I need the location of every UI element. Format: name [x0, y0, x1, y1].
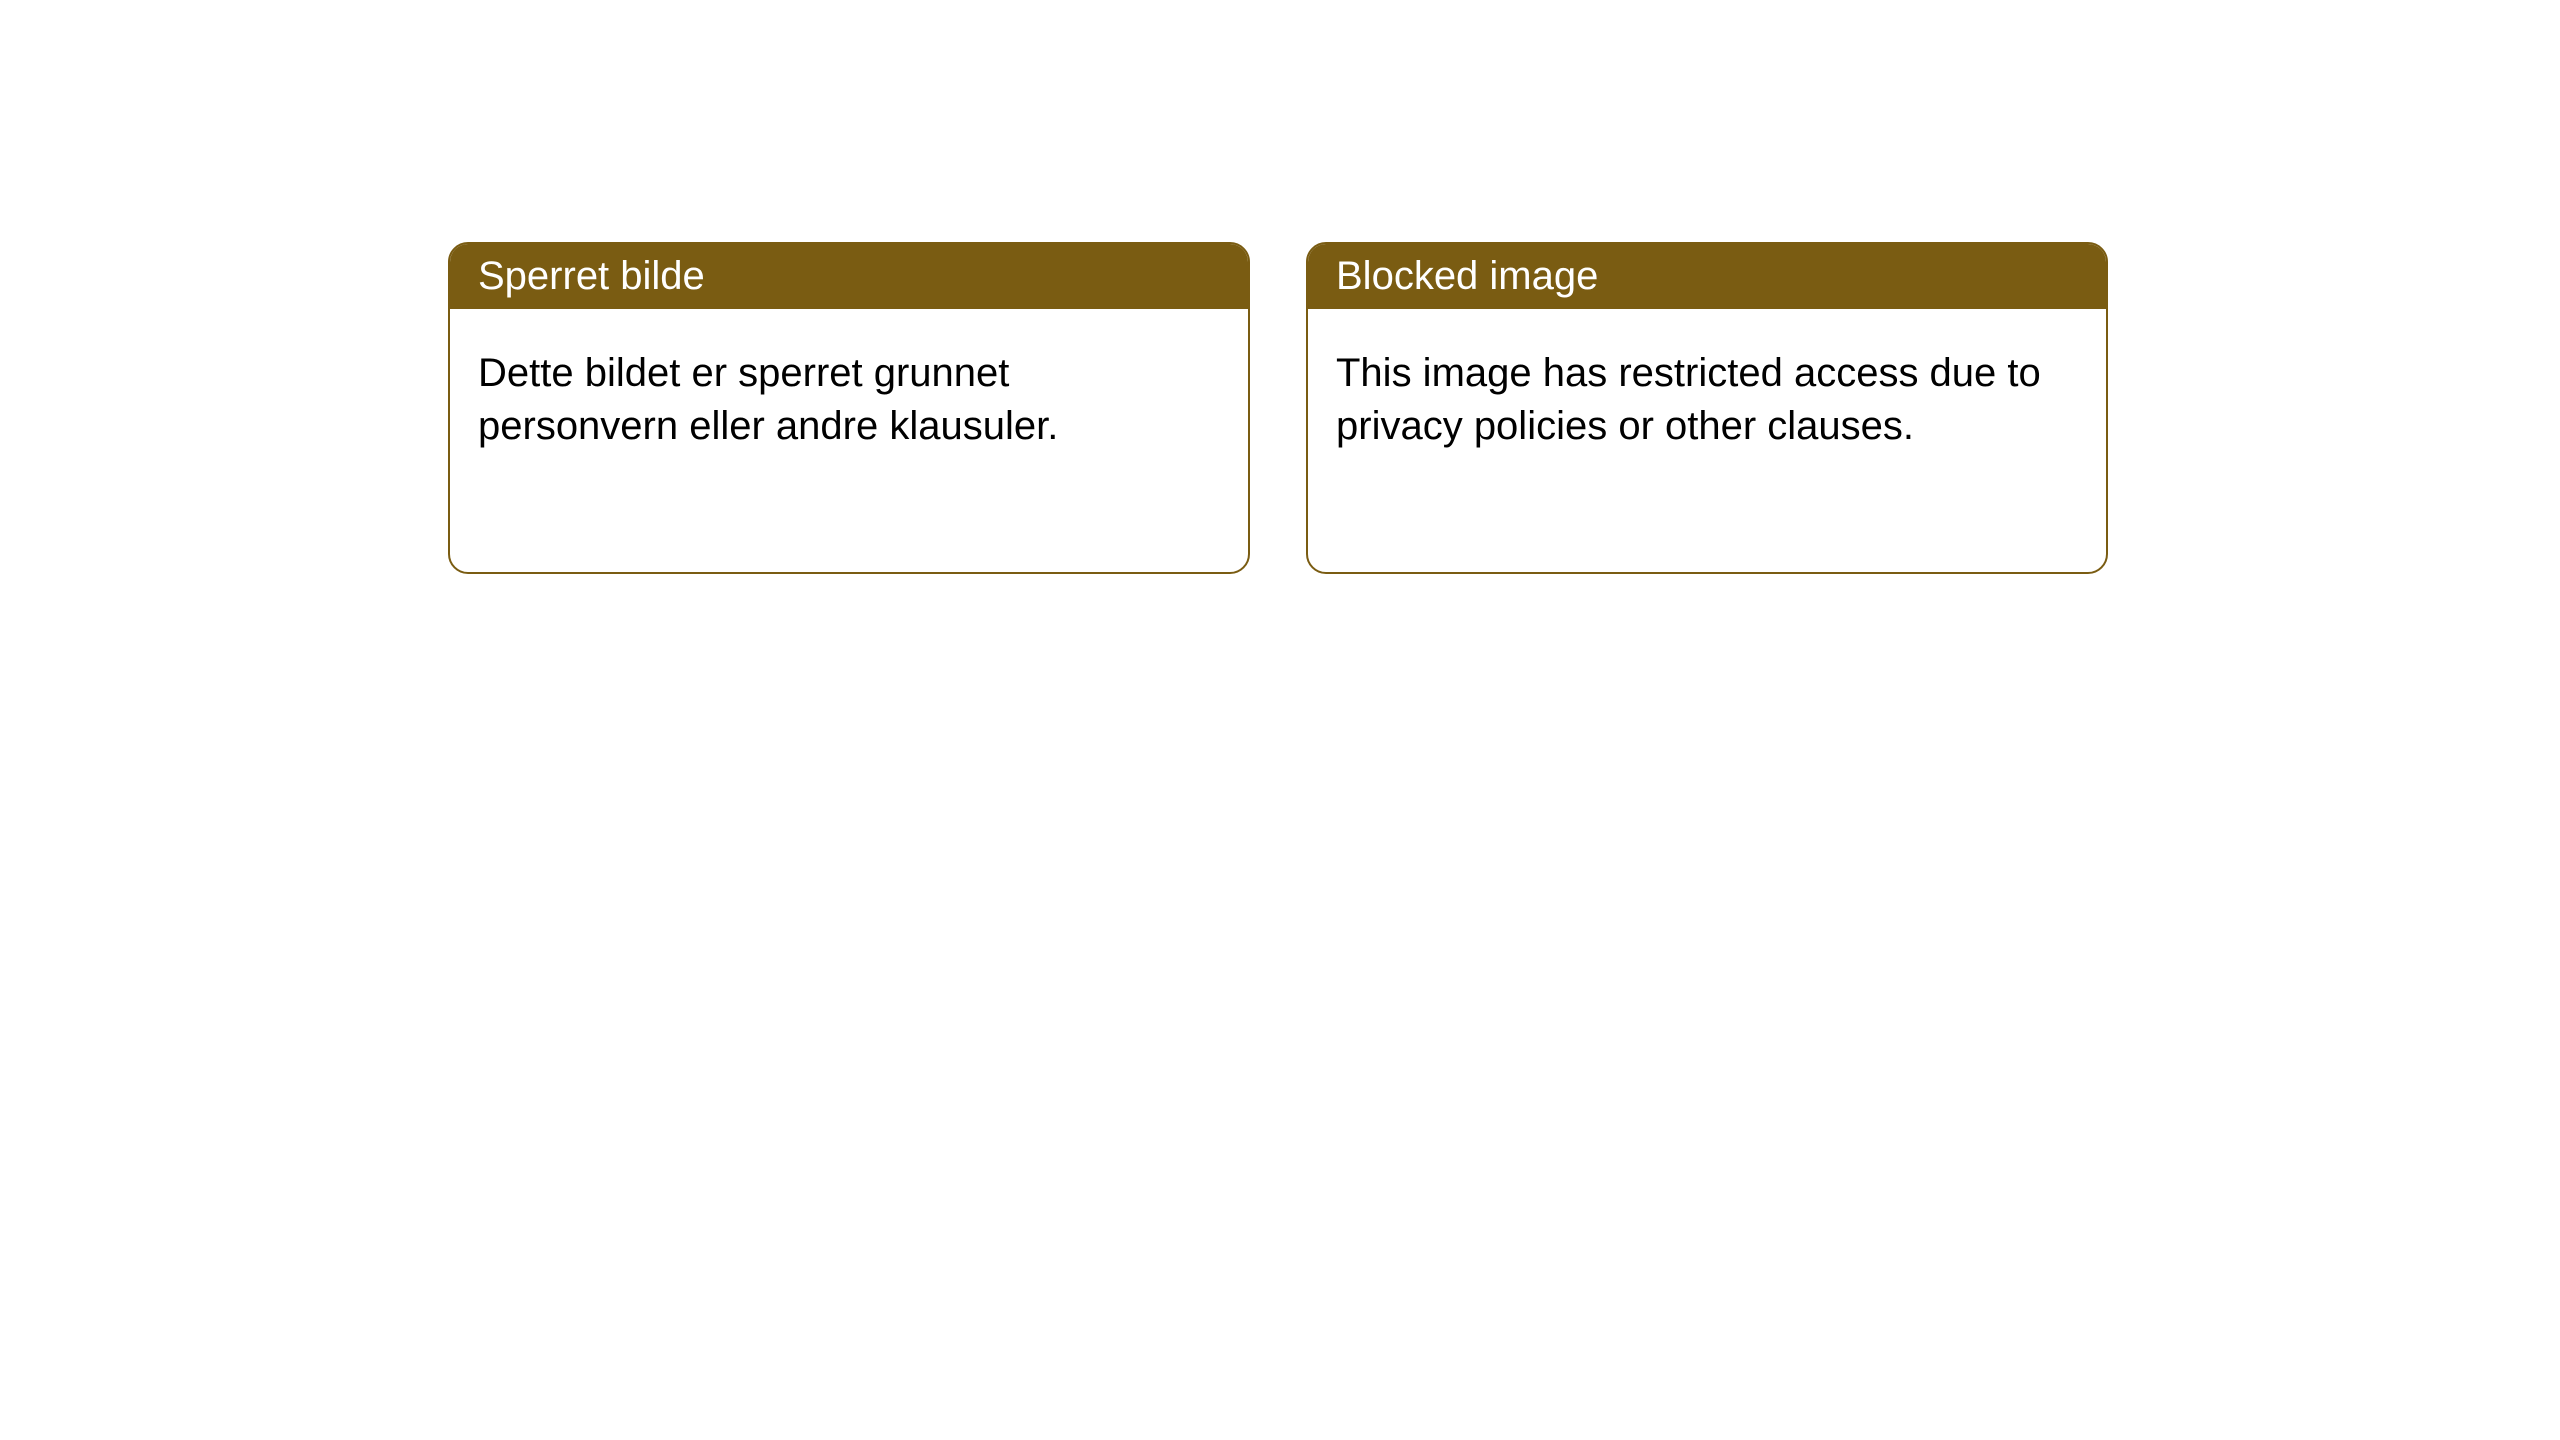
- card-header-text: Blocked image: [1336, 254, 1598, 298]
- card-header: Blocked image: [1308, 244, 2106, 309]
- card-body-text: This image has restricted access due to …: [1336, 351, 2041, 448]
- card-header-text: Sperret bilde: [478, 254, 705, 298]
- blocked-image-card-english: Blocked image This image has restricted …: [1306, 242, 2108, 574]
- card-header: Sperret bilde: [450, 244, 1248, 309]
- card-body-text: Dette bildet er sperret grunnet personve…: [478, 351, 1058, 448]
- card-container: Sperret bilde Dette bildet er sperret gr…: [0, 0, 2560, 574]
- card-body: Dette bildet er sperret grunnet personve…: [450, 309, 1248, 491]
- blocked-image-card-norwegian: Sperret bilde Dette bildet er sperret gr…: [448, 242, 1250, 574]
- card-body: This image has restricted access due to …: [1308, 309, 2106, 491]
